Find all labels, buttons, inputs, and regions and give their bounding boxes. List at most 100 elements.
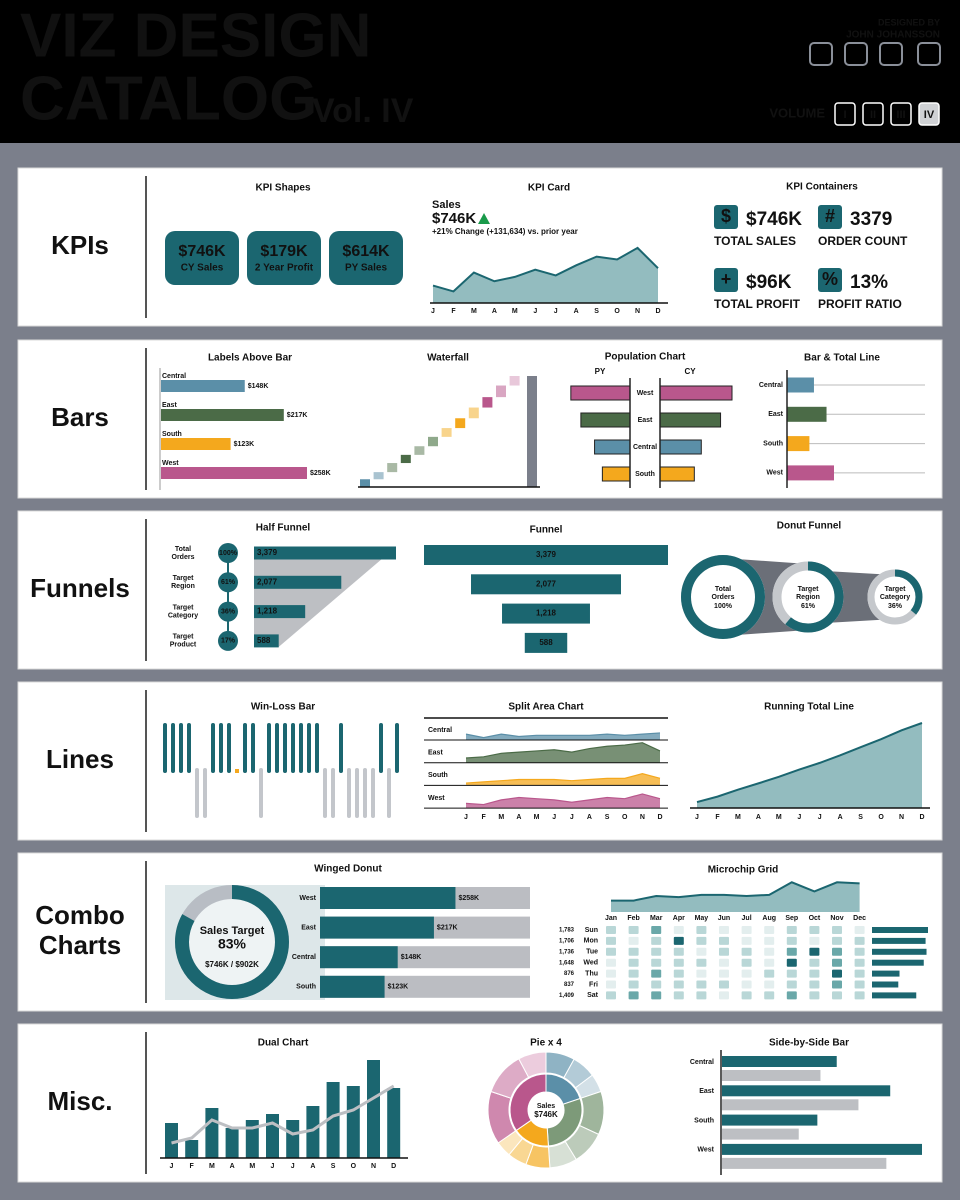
chip-cell — [628, 958, 639, 967]
social-icon — [879, 42, 903, 66]
chip-cell — [673, 969, 684, 978]
chip-cell — [809, 991, 820, 1000]
label: 13% — [850, 272, 888, 293]
loss-bar — [323, 768, 327, 818]
bar — [205, 1108, 219, 1158]
kpi-shape — [247, 231, 321, 285]
label: N — [635, 308, 640, 315]
waterfall-step — [387, 463, 398, 473]
label: $179K — [260, 243, 308, 260]
label: II — [870, 109, 876, 121]
chip-cell — [606, 936, 616, 945]
label: A — [574, 308, 579, 315]
label: J — [271, 1163, 275, 1170]
label: 3,379 — [257, 548, 278, 557]
bar — [161, 380, 245, 392]
volume-button[interactable] — [918, 102, 940, 126]
chip-cell — [696, 969, 707, 978]
label: Donut Funnel — [777, 521, 842, 532]
chip-cell — [719, 958, 729, 967]
win-bar — [219, 723, 223, 773]
chip-cell — [809, 947, 820, 956]
win-bar — [251, 723, 255, 773]
volume-button[interactable] — [890, 102, 912, 126]
label: +21% Change (+131,634) vs. prior year — [432, 227, 578, 236]
label: East — [428, 750, 443, 757]
line — [465, 773, 661, 784]
section-label: Bars — [51, 402, 109, 432]
label: S — [331, 1163, 336, 1170]
win-bar — [315, 723, 319, 773]
pie-center — [529, 1093, 563, 1127]
label: 1,706 — [559, 938, 575, 944]
label: A — [492, 308, 497, 315]
subtitle: Vol. IV — [312, 92, 414, 130]
label: DESIGNED BY — [878, 17, 940, 27]
label: J — [170, 1163, 174, 1170]
bar — [161, 438, 231, 450]
volume-button[interactable] — [834, 102, 856, 126]
bar — [872, 970, 900, 977]
label: I — [843, 109, 846, 121]
section-label: KPIs — [51, 230, 109, 260]
label: $258K — [310, 470, 331, 477]
bar — [580, 412, 631, 428]
label: South — [162, 431, 182, 438]
bar — [185, 1140, 199, 1158]
chip-cell — [764, 980, 775, 989]
social-icon — [809, 42, 833, 66]
label: Bar & Total Line — [804, 353, 880, 364]
bar — [659, 439, 702, 455]
kpi-shape — [165, 231, 239, 285]
label: Category — [880, 594, 910, 601]
label: $746K — [534, 1110, 558, 1119]
chip-cell — [854, 969, 865, 978]
label: Orders — [172, 554, 195, 561]
label: S — [594, 308, 599, 315]
bar — [722, 1157, 887, 1169]
label: 1,218 — [257, 607, 278, 616]
label: Half Funnel — [256, 523, 311, 534]
pct-marker — [218, 543, 238, 563]
chip-cell — [696, 980, 707, 989]
label: 3,379 — [536, 550, 557, 559]
label: $217K — [287, 412, 308, 419]
label: South — [635, 471, 655, 478]
volume-button[interactable] — [862, 102, 884, 126]
label: Region — [796, 594, 820, 601]
label: 17% — [221, 638, 236, 645]
label: Nov — [830, 915, 843, 922]
label: CY — [684, 367, 696, 376]
win-bar — [395, 723, 399, 773]
chip-cell — [651, 980, 662, 989]
chip-cell — [606, 947, 616, 956]
win-bar — [299, 723, 303, 773]
label: F — [481, 814, 486, 821]
label: East — [638, 417, 653, 424]
label: # — [825, 206, 835, 226]
area-fill — [466, 793, 660, 809]
chip-cell — [854, 947, 865, 956]
chip-cell — [696, 991, 707, 1000]
bar — [722, 1114, 818, 1126]
label: $ — [721, 206, 731, 226]
label: N — [899, 814, 904, 821]
bar — [659, 466, 695, 482]
line — [465, 793, 661, 806]
chip-cell — [696, 936, 707, 945]
chip-cell — [832, 936, 842, 945]
bar — [471, 574, 621, 595]
bar — [787, 377, 814, 393]
label: J — [431, 308, 435, 315]
chip-cell — [606, 980, 616, 989]
label: J — [552, 814, 556, 821]
label: Winged Donut — [314, 864, 382, 875]
label: Tue — [586, 949, 598, 956]
label: $746K — [432, 210, 476, 227]
chip-cell — [628, 936, 639, 945]
chip-cell — [673, 991, 684, 1000]
label: M — [534, 814, 540, 821]
area-fill — [611, 882, 860, 912]
bar — [722, 1085, 891, 1097]
label: East — [162, 402, 177, 409]
